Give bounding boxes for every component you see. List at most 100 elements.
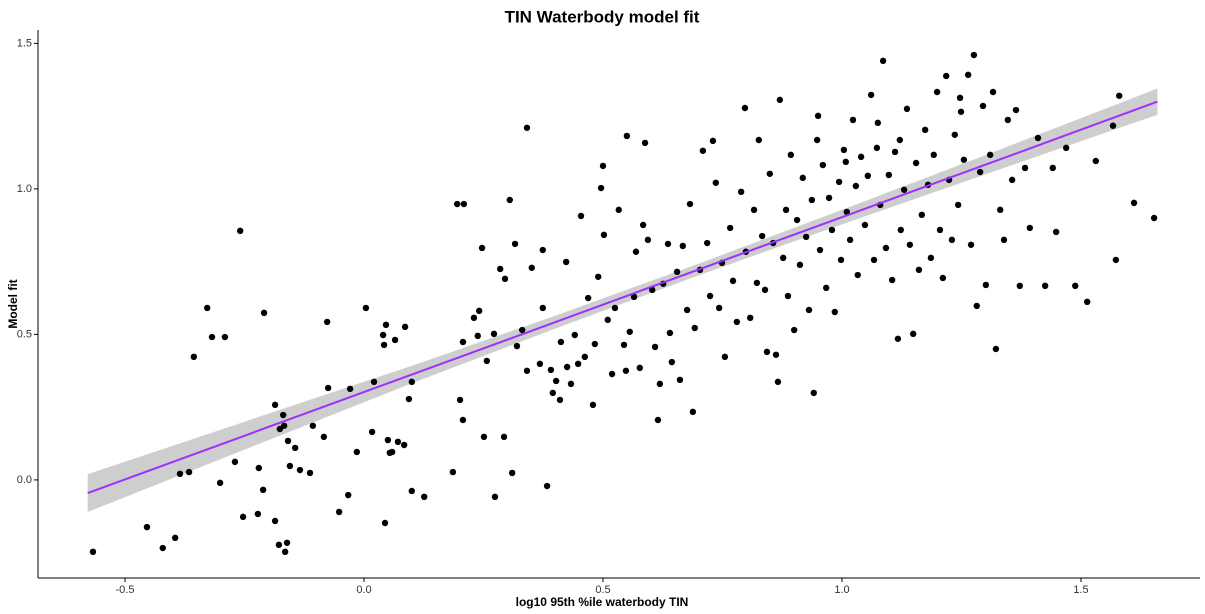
point	[345, 491, 352, 499]
point	[1092, 157, 1099, 165]
point	[536, 360, 544, 368]
point	[755, 136, 763, 144]
point	[906, 241, 914, 248]
point	[591, 340, 599, 348]
point	[400, 441, 408, 449]
point	[825, 194, 833, 202]
point	[837, 256, 845, 264]
fit-line	[87, 100, 1158, 494]
point	[852, 182, 860, 190]
point	[843, 208, 850, 216]
point	[673, 268, 681, 276]
point	[957, 108, 965, 115]
point	[828, 226, 836, 234]
point	[712, 179, 719, 186]
point	[185, 468, 193, 476]
point	[1016, 282, 1023, 290]
point	[478, 244, 486, 252]
point	[259, 486, 267, 494]
point	[967, 241, 975, 248]
point	[799, 174, 806, 182]
point	[996, 206, 1004, 214]
point	[796, 261, 804, 269]
point	[1083, 298, 1091, 306]
point	[221, 333, 229, 341]
point	[281, 548, 289, 556]
point	[973, 302, 980, 310]
point	[1012, 106, 1020, 114]
point	[1130, 199, 1138, 207]
point	[772, 351, 780, 358]
point	[511, 240, 519, 248]
point	[275, 541, 283, 549]
point	[456, 396, 464, 404]
point	[362, 304, 370, 312]
point	[709, 137, 717, 145]
point	[1004, 116, 1012, 124]
point	[280, 411, 287, 419]
point	[382, 321, 390, 329]
point	[879, 57, 887, 65]
point	[666, 329, 674, 337]
point	[750, 206, 758, 214]
point	[483, 357, 491, 365]
point	[381, 519, 389, 527]
point	[190, 353, 198, 361]
y-tick-label: 0.0	[17, 474, 32, 486]
point	[577, 212, 585, 220]
point	[549, 389, 556, 397]
point	[831, 308, 839, 316]
point	[1008, 176, 1016, 184]
point	[523, 124, 531, 131]
point	[204, 304, 211, 312]
point	[589, 401, 597, 409]
point	[1000, 236, 1008, 244]
point	[384, 436, 392, 444]
point	[523, 367, 531, 374]
point	[874, 119, 882, 127]
point	[651, 343, 659, 351]
point	[597, 184, 605, 192]
point	[474, 332, 481, 340]
point	[611, 304, 619, 312]
point	[421, 493, 428, 501]
point	[260, 309, 268, 317]
point	[388, 448, 396, 456]
point	[814, 112, 822, 120]
point	[236, 227, 244, 235]
point	[927, 254, 935, 262]
point	[143, 523, 151, 531]
x-tick-label: 1.5	[1073, 584, 1088, 596]
point	[787, 151, 795, 159]
point	[584, 294, 592, 302]
point	[683, 306, 691, 314]
point	[254, 510, 262, 518]
y-axis-label: Model fit	[6, 279, 20, 328]
point	[571, 331, 578, 339]
point	[861, 221, 869, 229]
point	[508, 469, 516, 477]
point	[840, 146, 848, 154]
point	[867, 91, 875, 99]
point	[964, 71, 972, 79]
point	[816, 246, 824, 254]
point	[599, 162, 607, 170]
point	[921, 126, 929, 134]
point	[626, 328, 633, 335]
point	[766, 170, 774, 177]
point	[306, 469, 314, 477]
point	[460, 200, 468, 208]
point	[676, 376, 684, 384]
point	[885, 171, 893, 179]
point	[513, 342, 521, 350]
point	[1034, 134, 1042, 142]
point	[216, 479, 224, 487]
point	[491, 493, 499, 501]
point	[320, 433, 328, 441]
point	[691, 324, 698, 332]
point	[171, 534, 179, 542]
point	[346, 385, 354, 393]
point	[401, 323, 409, 331]
point	[563, 363, 571, 371]
point	[600, 231, 608, 239]
